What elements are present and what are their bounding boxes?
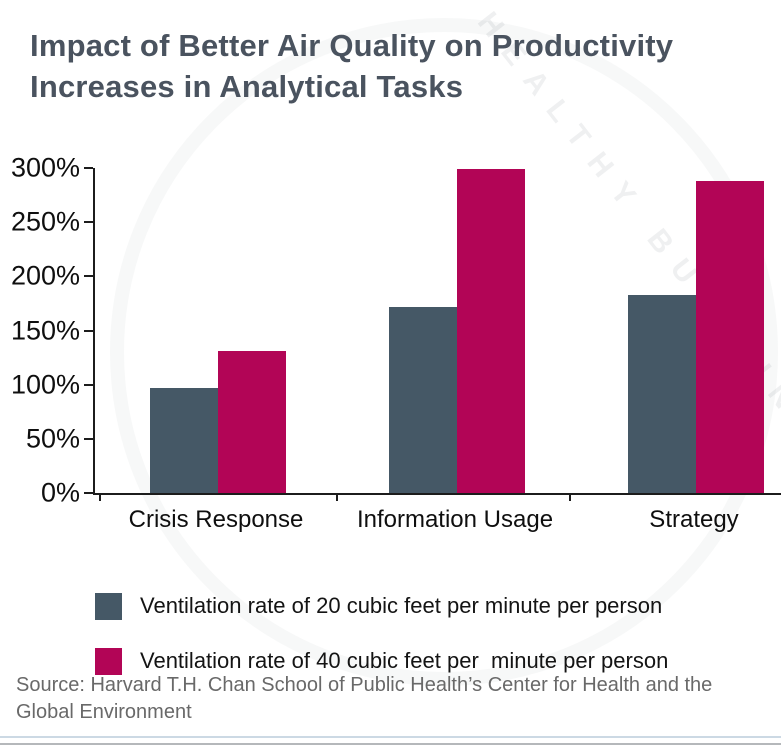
y-tick-label-0: 0% (40, 477, 80, 508)
bar-crisis-response-series-2 (218, 351, 286, 493)
bar-crisis-response-series-1 (150, 388, 218, 493)
chart-title: Impact of Better Air Quality on Producti… (30, 28, 674, 104)
y-tick-mark (84, 383, 93, 386)
x-tick-mark (569, 495, 571, 501)
legend-item-20cfm: Ventilation rate of 20 cubic feet per mi… (95, 592, 662, 620)
legend-label-20cfm: Ventilation rate of 20 cubic feet per mi… (140, 593, 663, 618)
page-bottom-border (0, 743, 781, 745)
legend-swatch-40cfm (95, 647, 122, 675)
bar-strategy-series-2 (696, 181, 764, 493)
y-tick-mark (84, 437, 93, 440)
source-text: Source: Harvard T.H. Chan School of Publ… (16, 674, 713, 723)
x-tick-mark (99, 495, 101, 501)
x-tick-mark (336, 495, 338, 501)
bar-strategy-series-1 (628, 295, 696, 493)
y-tick-label-50: 50% (25, 423, 80, 454)
y-tick-mark (84, 167, 93, 169)
y-tick-label-100: 100% (10, 369, 80, 400)
y-tick-mark (84, 221, 93, 224)
legend-item-40cfm: Ventilation rate of 40 cubic feet per mi… (95, 647, 668, 675)
x-label-strategy: Strategy (649, 506, 739, 533)
bar-information-usage-series-1 (389, 307, 457, 493)
y-tick-label-300: 300% (10, 152, 80, 183)
y-tick-mark (84, 492, 93, 494)
y-tick-label-200: 200% (10, 260, 80, 291)
legend-swatch-20cfm (95, 592, 122, 620)
footer-divider-line (0, 736, 781, 738)
plot-area (93, 168, 781, 495)
y-tick-label-250: 250% (10, 206, 80, 237)
legend-label-40cfm: Ventilation rate of 40 cubic feet per mi… (140, 648, 669, 673)
bar-information-usage-series-2 (457, 169, 525, 493)
x-label-information-usage: Information Usage (356, 506, 554, 533)
y-tick-label-150: 150% (10, 315, 80, 345)
y-tick-mark (84, 275, 93, 278)
y-tick-mark (84, 329, 93, 332)
x-label-crisis-response: Crisis Response (128, 506, 304, 533)
